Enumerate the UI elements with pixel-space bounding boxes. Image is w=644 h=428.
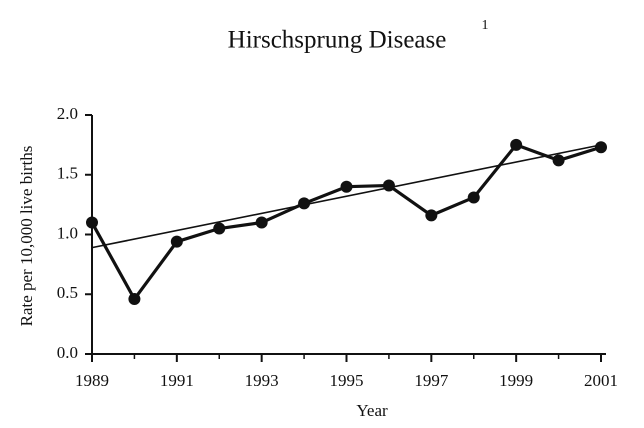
x-tick-label: 1999 [499,371,533,390]
data-point [382,179,395,192]
data-line [90,143,602,301]
chart-title: Hirschsprung Disease [228,27,447,54]
data-point [255,216,268,229]
data-point [425,209,438,222]
data-point [170,235,183,248]
data-point [128,293,141,306]
y-tick-label: 0.5 [57,283,78,302]
y-tick-label: 1.5 [57,164,78,183]
x-tick-label: 1991 [160,371,194,390]
x-axis-label: Year [356,401,388,420]
data-point [86,216,98,229]
data-point [298,197,311,210]
data-point [510,138,523,151]
y-tick-label: 2.0 [57,104,78,123]
x-tick-label: 1995 [330,371,364,390]
data-point [340,180,353,193]
x-tick-label: 1989 [75,371,109,390]
x-tick-label: 2001 [584,371,618,390]
y-tick-label: 1.0 [57,223,78,242]
x-tick-label: 1997 [414,371,449,390]
x-tick-label: 1993 [245,371,279,390]
y-axis-label: Rate per 10,000 live births [17,146,36,327]
data-point [595,141,607,154]
title-note: 1 [482,18,489,33]
data-point [467,191,480,204]
data-point [213,222,226,235]
data-point [552,154,565,167]
y-tick-label: 0.0 [57,343,78,362]
trend-line [91,144,602,249]
